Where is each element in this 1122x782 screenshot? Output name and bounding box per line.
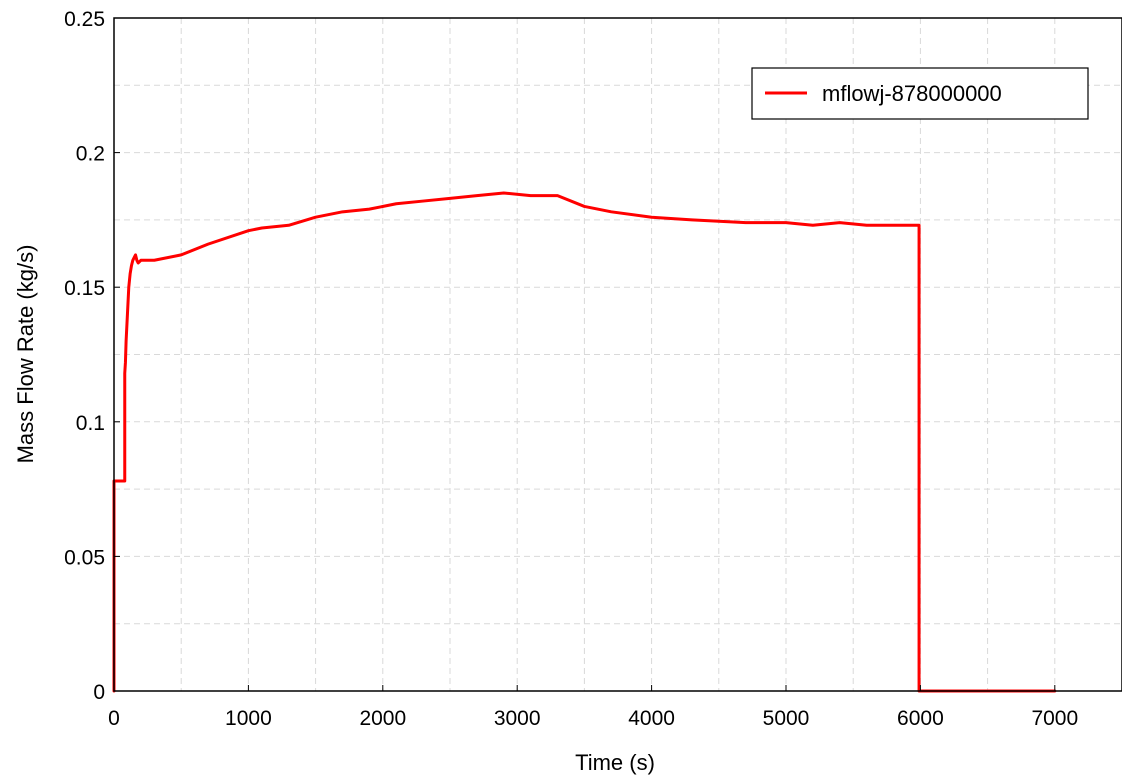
x-tick-label: 6000 [897,707,944,730]
x-tick-label: 1000 [225,707,272,730]
x-axis: 0 1000 2000 3000 4000 5000 6000 7000 [108,685,1078,730]
x-tick-label: 4000 [628,707,675,730]
x-tick-label: 2000 [359,707,406,730]
series-group [112,191,1057,693]
grid [114,18,1122,691]
series-line [112,191,1057,693]
y-tick-label: 0.05 [64,546,105,569]
x-tick-label: 3000 [494,707,541,730]
legend-box [751,67,1089,120]
legend: mflowj-878000000 [751,67,1089,120]
plot-frame [113,17,1122,692]
y-tick-label: 0.2 [76,143,105,166]
x-tick-label: 5000 [763,707,810,730]
x-tick-label: 0 [108,707,120,730]
legend-label: mflowj-878000000 [822,81,1002,106]
y-axis: 0 0.05 0.1 0.15 0.2 0.25 [64,8,120,704]
y-tick-label: 0.25 [64,8,105,31]
y-tick-label: 0.1 [76,412,105,435]
y-axis-title: Mass Flow Rate (kg/s) [13,245,38,464]
y-tick-label: 0.15 [64,277,105,300]
x-tick-label: 7000 [1031,707,1078,730]
y-tick-label: 0 [93,681,105,704]
x-axis-title: Time (s) [575,750,655,775]
